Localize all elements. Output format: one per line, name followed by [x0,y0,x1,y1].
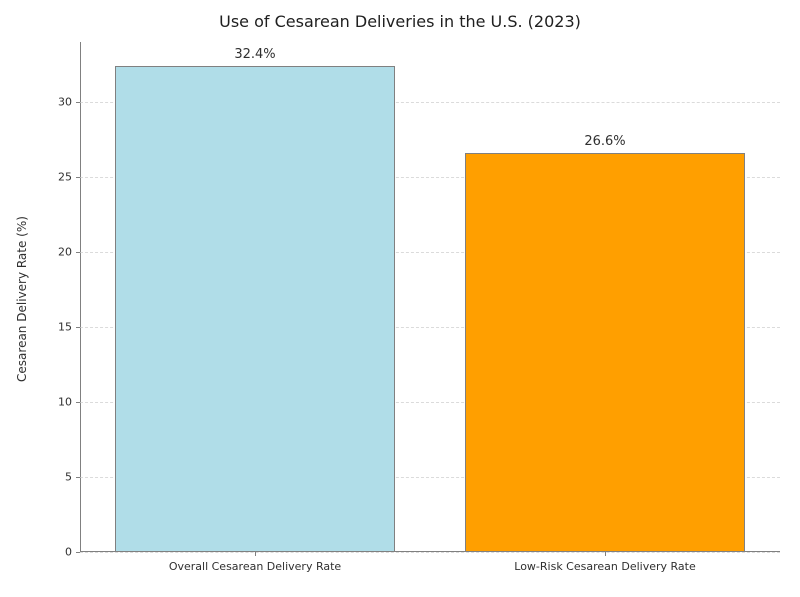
y-tick-mark [76,102,80,103]
y-tick-mark [76,252,80,253]
y-tick-label: 20 [58,246,72,259]
chart-container: Use of Cesarean Deliveries in the U.S. (… [0,0,800,597]
y-tick-label: 25 [58,171,72,184]
x-tick-label: Low-Risk Cesarean Delivery Rate [514,560,695,573]
bar [115,66,395,552]
bar-value-label: 26.6% [584,134,625,153]
bar-value-label: 32.4% [234,47,275,66]
y-tick-label: 15 [58,321,72,334]
y-tick-mark [76,477,80,478]
y-tick-label: 30 [58,96,72,109]
x-tick-mark [255,552,256,556]
y-axis-spine [80,42,81,552]
y-tick-label: 0 [65,546,72,559]
bar [465,153,745,552]
y-axis-label: Cesarean Delivery Rate (%) [15,216,29,382]
grid-line [80,552,780,553]
y-tick-label: 10 [58,396,72,409]
x-tick-mark [605,552,606,556]
plot-area: 05101520253032.4%Overall Cesarean Delive… [80,42,780,552]
y-tick-label: 5 [65,471,72,484]
y-tick-mark [76,552,80,553]
y-tick-mark [76,402,80,403]
y-tick-mark [76,327,80,328]
y-tick-mark [76,177,80,178]
x-tick-label: Overall Cesarean Delivery Rate [169,560,341,573]
chart-title: Use of Cesarean Deliveries in the U.S. (… [0,12,800,31]
